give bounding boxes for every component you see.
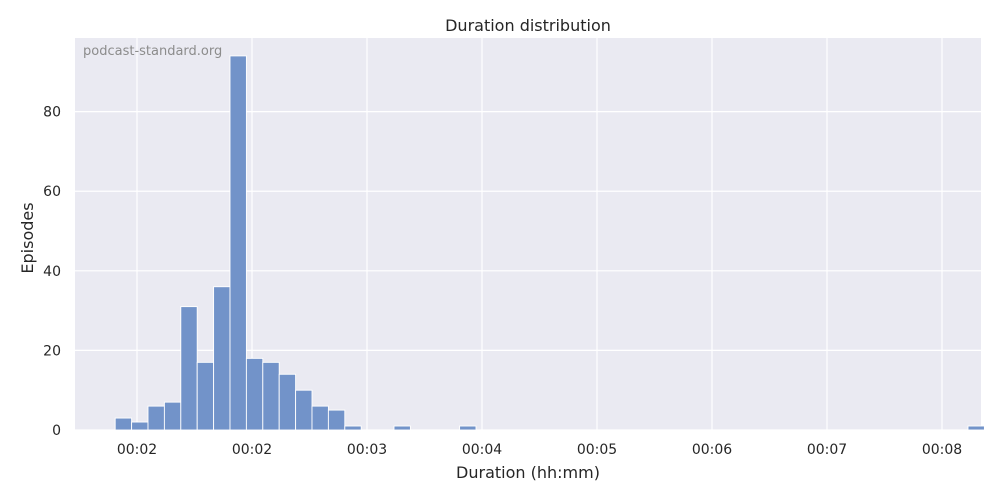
y-tick-label: 40	[43, 264, 61, 280]
x-tick-label: 00:08	[922, 442, 962, 458]
y-tick-label: 60	[43, 184, 61, 200]
histogram-bar-bin-13	[311, 405, 329, 431]
histogram-bars	[114, 55, 985, 431]
y-tick-label: 80	[43, 105, 61, 121]
histogram-bar-bin-12	[295, 389, 313, 431]
x-tick-label: 00:02	[117, 442, 157, 458]
histogram-bar-bin-03	[147, 405, 165, 431]
histogram-bar-bin-06	[196, 361, 215, 431]
histogram-bar-bin-15	[344, 425, 362, 431]
histogram-bar-bin-02	[131, 421, 149, 431]
x-tick-label: 00:03	[347, 442, 387, 458]
histogram-bar-bin-18	[393, 425, 411, 431]
x-tick-label: 00:04	[462, 442, 502, 458]
x-tick-label: 00:06	[692, 442, 732, 458]
histogram-bar-bin-08	[229, 55, 247, 431]
y-axis-label: Episodes	[18, 202, 37, 273]
watermark-text: podcast-standard.org	[83, 44, 222, 59]
x-tick-label: 00:02	[232, 442, 272, 458]
histogram-bar-bin-04	[163, 401, 182, 431]
histogram-bar-bin-11	[278, 373, 297, 431]
y-tick-label: 20	[43, 343, 61, 359]
histogram-bar-bin-14	[327, 409, 346, 431]
histogram-bar-bin-01	[114, 417, 133, 431]
histogram-bar-bin-07	[213, 286, 231, 431]
y-axis-tick-labels: 0 20 40 60 80	[43, 105, 61, 439]
chart-title: Duration distribution	[445, 16, 611, 35]
histogram-bar-bin-22	[459, 425, 477, 431]
histogram-bar-bin-09	[245, 357, 264, 431]
histogram-bar-bin-53	[967, 425, 985, 431]
histogram-bar-bin-10	[262, 361, 280, 431]
x-tick-label: 00:05	[577, 442, 617, 458]
histogram-bar-bin-05	[180, 306, 198, 431]
x-axis-tick-labels: 00:02 00:02 00:03 00:04 00:05 00:06 00:07 00:08	[117, 442, 962, 458]
x-axis-label: Duration (hh:mm)	[456, 463, 600, 482]
y-tick-label: 0	[52, 423, 61, 439]
x-tick-label: 00:07	[807, 442, 847, 458]
